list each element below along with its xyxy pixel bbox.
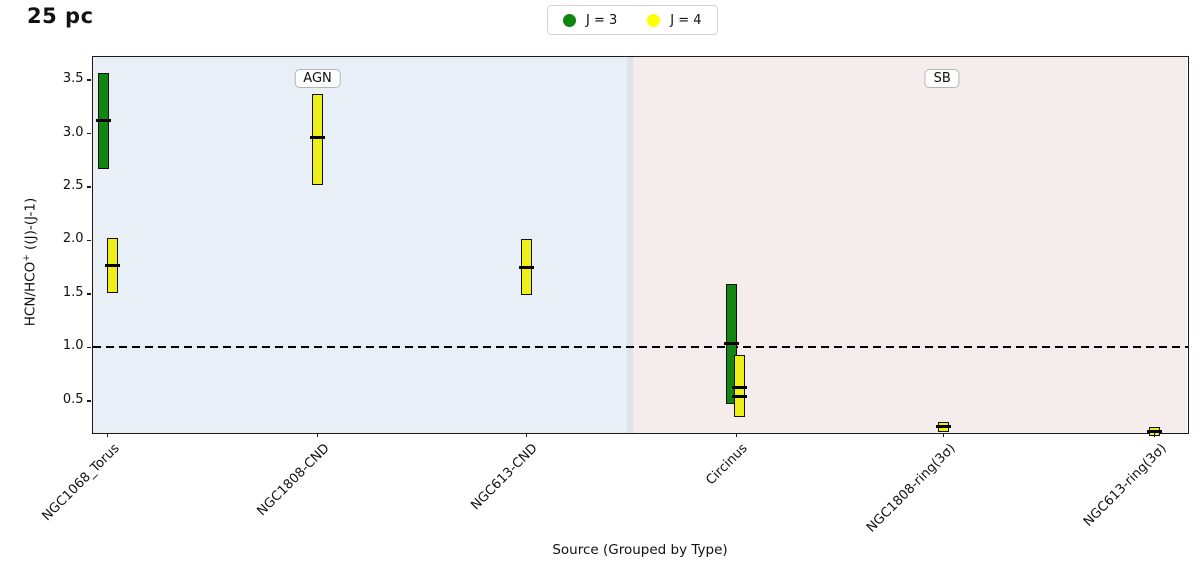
y-tick-label: 1.0 [62, 338, 84, 354]
y-tick [87, 79, 91, 81]
legend-label: J = 4 [670, 12, 702, 28]
x-tick [106, 432, 109, 437]
legend-swatch-j3-icon [563, 13, 576, 27]
x-tick-label: NGC613-CND [468, 440, 542, 513]
x-axis-label: Source (Grouped by Type) [552, 542, 728, 558]
x-tick [525, 432, 528, 437]
reference-line [92, 346, 1188, 349]
y-tick [87, 293, 91, 295]
region-sb [629, 56, 1188, 433]
region-agn [92, 56, 630, 433]
median-line-Circinus [732, 385, 748, 389]
y-axis-label-rest: ((J)-(J-1) [22, 197, 39, 255]
median-line-NGC1068_Torus [104, 263, 120, 267]
median-line-NGC613-ring(3σ) [1147, 429, 1163, 433]
median-line-Circinus [732, 395, 748, 399]
y-tick [87, 346, 91, 349]
y-tick [87, 239, 91, 242]
legend-item: J = 4 [647, 12, 702, 28]
legend-swatch-j4-icon [647, 13, 661, 27]
y-tick-label: 0.5 [62, 391, 84, 407]
y-tick [87, 400, 91, 402]
x-tick [316, 432, 319, 437]
y-tick [87, 132, 91, 135]
y-tick-label: 2.0 [62, 231, 84, 247]
median-line-NGC1068_Torus [95, 119, 111, 123]
y-tick-label: 1.5 [62, 284, 84, 300]
median-line-NGC1808-ring(3σ) [936, 425, 952, 429]
x-tick-label: NGC1808-ring(3σ) [863, 440, 959, 536]
x-tick-label: NGC613-ring(3σ) [1080, 440, 1170, 530]
median-line-NGC1808-CND [310, 136, 326, 140]
legend-item: J = 3 [563, 13, 617, 28]
group-label-sb: SB [924, 68, 960, 88]
median-line-NGC613-CND [518, 265, 534, 269]
y-axis-label-base: HCN/HCO [22, 261, 39, 327]
x-tick [735, 432, 738, 437]
y-tick-label: 3.5 [62, 71, 84, 87]
x-tick [942, 432, 945, 437]
y-axis-label-superscript: + [21, 254, 32, 262]
x-tick [1153, 432, 1156, 437]
y-tick [87, 186, 91, 188]
plot-area: NGC1068_Torus NGC1808-CND NGC613-CND Circin… [39, 55, 1189, 535]
group-label-agn: AGN [294, 68, 341, 88]
median-line-Circinus [723, 341, 739, 345]
x-tick-label: NGC1068_Torus [39, 440, 123, 524]
region-divider [626, 56, 633, 433]
y-tick-label: 3.0 [62, 124, 84, 140]
legend: J = 3 J = 4 [547, 5, 718, 35]
x-tick-label: NGC1808-CND [254, 440, 333, 519]
box-NGC1808-CND-J=4 [312, 93, 324, 185]
legend-label: J = 3 [586, 12, 618, 28]
y-axis-label: HCN/HCO+ ((J)-(J-1) [22, 198, 39, 326]
y-tick-label: 2.5 [62, 178, 84, 193]
chart-title: 25 pc [27, 4, 94, 28]
